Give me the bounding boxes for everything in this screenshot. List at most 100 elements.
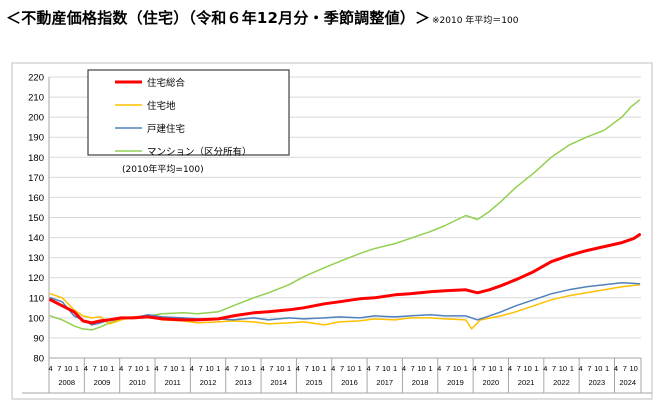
month-label-2020-04: 4 (473, 364, 477, 373)
month-label-2014-10: 10 (276, 364, 284, 373)
month-label-2011-04: 4 (154, 364, 158, 373)
month-label-2022-10: 10 (559, 364, 567, 373)
month-label-2019-07: 7 (446, 364, 450, 373)
legend-label-2: 戸建住宅 (147, 123, 185, 135)
month-label-2014-07: 7 (269, 364, 273, 373)
year-label-2008: 2008 (58, 378, 75, 387)
month-label-2013-04: 4 (225, 364, 229, 373)
month-label-2019-04: 4 (437, 364, 441, 373)
month-label-2012-10: 10 (205, 364, 213, 373)
month-label-2020-10: 10 (488, 364, 496, 373)
month-label-2024-01: 1 (605, 364, 609, 373)
month-label-2011-10: 10 (170, 364, 178, 373)
month-label-2016-01: 1 (322, 364, 326, 373)
month-label-2013-10: 10 (241, 364, 249, 373)
y-tick-label-210: 210 (28, 93, 44, 104)
month-label-2024-07: 7 (623, 364, 627, 373)
month-label-2024-04: 4 (614, 364, 618, 373)
legend-box (87, 69, 290, 156)
y-tick-label-190: 190 (28, 133, 44, 144)
legend-label-0: 住宅総合 (147, 77, 186, 89)
y-tick-label-220: 220 (28, 73, 44, 84)
legend-label-1: 住宅地 (147, 100, 176, 112)
year-label-2009: 2009 (94, 378, 111, 387)
year-label-2013: 2013 (235, 378, 252, 387)
month-label-2018-10: 10 (417, 364, 425, 373)
month-label-2023-10: 10 (594, 364, 602, 373)
plot-area (49, 99, 641, 331)
month-label-2018-04: 4 (402, 364, 406, 373)
month-label-2023-04: 4 (579, 364, 583, 373)
month-label-2009-10: 10 (99, 364, 107, 373)
month-label-2017-10: 10 (382, 364, 390, 373)
month-label-2014-04: 4 (260, 364, 264, 373)
month-label-2023-01: 1 (570, 364, 574, 373)
year-label-2018: 2018 (412, 378, 429, 387)
y-tick-label-170: 170 (28, 173, 44, 184)
month-label-2013-01: 1 (216, 364, 220, 373)
year-label-2020: 2020 (482, 378, 499, 387)
month-label-2022-01: 1 (534, 364, 538, 373)
month-label-2011-01: 1 (146, 364, 150, 373)
month-label-2017-07: 7 (375, 364, 379, 373)
year-label-2019: 2019 (447, 378, 464, 387)
month-label-2010-10: 10 (135, 364, 143, 373)
month-label-2012-07: 7 (199, 364, 203, 373)
month-label-2012-01: 1 (181, 364, 185, 373)
y-tick-label-140: 140 (28, 233, 44, 244)
month-label-2024-10: 10 (629, 364, 637, 373)
month-label-2017-01: 1 (358, 364, 362, 373)
month-label-2009-04: 4 (84, 364, 88, 373)
month-label-2018-07: 7 (411, 364, 415, 373)
y-axis: 80 90 100 110 120 130 140 150 160 170 180 190 200 210… (28, 73, 50, 365)
month-label-2022-04: 4 (543, 364, 547, 373)
month-label-2010-01: 1 (110, 364, 114, 373)
month-label-2015-04: 4 (296, 364, 300, 373)
month-label-2009-01: 1 (75, 364, 79, 373)
month-label-2016-07: 7 (340, 364, 344, 373)
month-label-2011-07: 7 (163, 364, 167, 373)
year-label-2017: 2017 (376, 378, 393, 387)
month-label-2013-07: 7 (234, 364, 238, 373)
year-label-2023: 2023 (588, 378, 605, 387)
month-label-2021-01: 1 (499, 364, 503, 373)
month-label-2015-07: 7 (305, 364, 309, 373)
month-label-2010-04: 4 (119, 364, 123, 373)
month-label-2016-10: 10 (347, 364, 355, 373)
month-label-2020-01: 1 (464, 364, 468, 373)
year-label-2024: 2024 (619, 378, 636, 387)
baseline-note: (2010年平均=100) (122, 163, 204, 175)
year-label-2022: 2022 (553, 378, 570, 387)
month-label-2015-01: 1 (287, 364, 291, 373)
y-tick-label-180: 180 (28, 153, 44, 164)
year-label-2015: 2015 (306, 378, 323, 387)
legend-label-3: マンション（区分所有） (147, 146, 252, 158)
series-line-3 (49, 99, 641, 331)
month-label-2022-07: 7 (552, 364, 556, 373)
month-label-2008-04: 4 (48, 364, 52, 373)
month-label-2019-01: 1 (428, 364, 432, 373)
page-title: ＜不動産価格指数（住宅）（令和６年12月分・季節調整値）＞ (6, 9, 431, 27)
month-label-2015-10: 10 (311, 364, 319, 373)
y-tick-label-80: 80 (33, 354, 44, 365)
y-tick-label-90: 90 (33, 333, 44, 344)
y-tick-label-110: 110 (29, 293, 44, 304)
year-label-2011: 2011 (165, 378, 181, 387)
series-line-1 (49, 283, 641, 330)
y-tick-label-150: 150 (28, 213, 44, 224)
month-label-2021-10: 10 (523, 364, 531, 373)
y-tick-label-100: 100 (28, 313, 44, 324)
month-label-2020-07: 7 (481, 364, 485, 373)
month-label-2018-01: 1 (393, 364, 397, 373)
base-year-note: ※2010 年平均＝100 (432, 16, 519, 26)
month-label-2021-07: 7 (517, 364, 521, 373)
month-label-2014-01: 1 (252, 364, 256, 373)
month-label-2010-07: 7 (128, 364, 132, 373)
month-label-2023-07: 7 (587, 364, 591, 373)
y-tick-label-130: 130 (28, 253, 44, 264)
y-tick-label-120: 120 (28, 273, 44, 284)
month-label-2019-10: 10 (453, 364, 461, 373)
